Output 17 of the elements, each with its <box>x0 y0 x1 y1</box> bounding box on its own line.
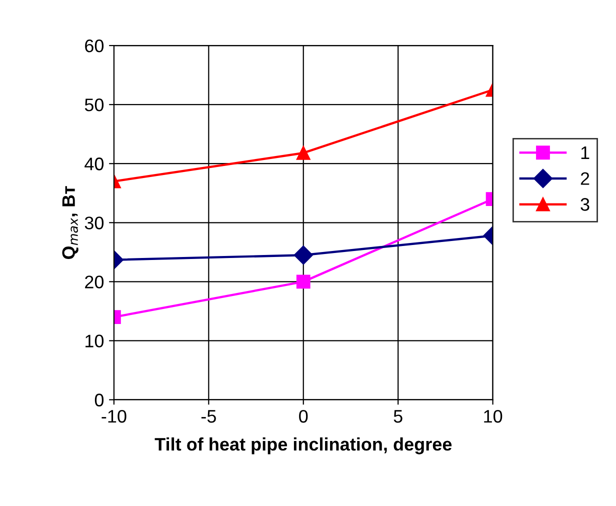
x-tick-label: 5 <box>394 410 402 423</box>
y-tick-label: 10 <box>86 334 104 348</box>
y-tick-label: 30 <box>84 216 104 230</box>
y-tick-label: 60 <box>85 39 104 52</box>
y-axis-title: Q$_{max}$, Вт <box>62 186 78 259</box>
x-tick-label: -5 <box>201 410 216 423</box>
x-tick-label: 0 <box>299 410 308 423</box>
y-tick-label: 20 <box>85 276 104 288</box>
x-axis-title: Tilt of heat pipe inclination, degree <box>154 437 452 454</box>
x-tick-label: -10 <box>102 410 126 423</box>
y-tick-label: 50 <box>84 98 104 112</box>
y-tick-label: 40 <box>84 158 104 170</box>
legend-label: 3 <box>580 198 590 211</box>
x-tick-label: 10 <box>484 410 502 423</box>
y-tick-label: 0 <box>94 394 104 406</box>
legend-label: 1 <box>581 146 590 159</box>
legend-label: 2 <box>580 172 590 185</box>
